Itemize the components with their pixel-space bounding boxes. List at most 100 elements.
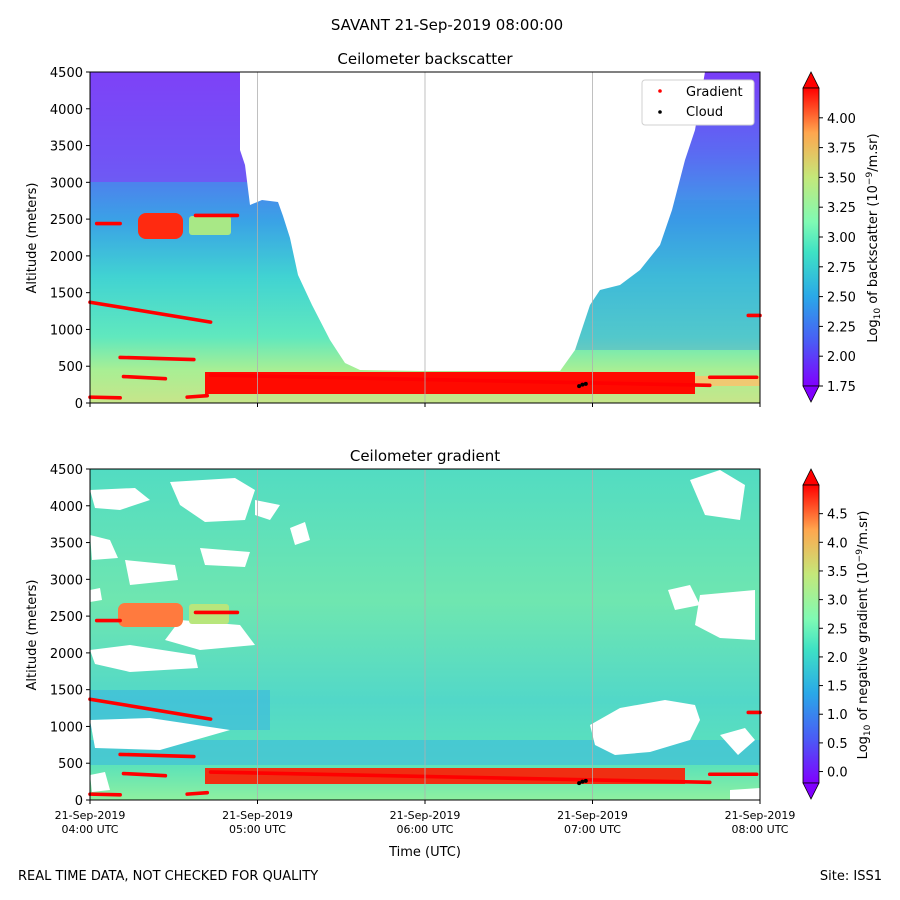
backscatter-ytick-label-5: 2500 bbox=[50, 213, 83, 228]
backscatter-ytick-label-4: 2000 bbox=[50, 250, 83, 265]
legend-cloud-marker bbox=[658, 110, 662, 114]
backscatter-no-signal-region bbox=[240, 72, 705, 371]
backscatter-cbar-tick-label-1: 2.00 bbox=[827, 350, 856, 365]
gradient-colorbar-top-extend bbox=[802, 468, 820, 486]
gradient-ytick-label-3: 1500 bbox=[50, 684, 83, 699]
gradient-ytick-label-4: 2000 bbox=[50, 647, 83, 662]
backscatter-legend: Gradient Cloud bbox=[641, 79, 755, 126]
gradient-cbar-tick-label-6: 3.0 bbox=[827, 594, 848, 609]
backscatter-colorbar-top-extend bbox=[802, 71, 820, 89]
gradient-colorbar-label: Log10 of negative gradient (10−9/m.sr) bbox=[855, 511, 873, 760]
gradient-ytick-label-7: 3500 bbox=[50, 537, 83, 552]
gradient-gradient-run-0 bbox=[88, 792, 122, 797]
backscatter-ytick-label-0: 0 bbox=[75, 397, 83, 412]
suptitle: SAVANT 21-Sep-2019 08:00:00 bbox=[331, 16, 563, 34]
gradient-cbar-tick-label-3: 1.5 bbox=[827, 680, 848, 695]
gradient-ytick-label-6: 3000 bbox=[50, 573, 83, 588]
gradient-colorbar-ticks: 0.0 0.5 1.0 1.5 2.0 2.5 3.0 3.5 4.0 4.5 bbox=[819, 508, 848, 781]
backscatter-gradient-markers bbox=[88, 213, 762, 400]
gradient-ytick-label-9: 4500 bbox=[50, 463, 83, 478]
backscatter-cbar-tick-label-3: 2.50 bbox=[827, 291, 856, 306]
backscatter-title: Ceilometer backscatter bbox=[337, 50, 513, 68]
site-label: Site: ISS1 bbox=[819, 869, 882, 884]
backscatter-ytick-label-8: 4000 bbox=[50, 103, 83, 118]
gradient-cbar-tick-label-1: 0.5 bbox=[827, 737, 848, 752]
quality-disclaimer: REAL TIME DATA, NOT CHECKED FOR QUALITY bbox=[18, 869, 319, 884]
backscatter-ytick-label-7: 3500 bbox=[50, 140, 83, 155]
backscatter-colorbar: 1.75 2.00 2.25 2.50 2.75 3.00 3.25 3.50 3.75 4.00… bbox=[802, 71, 883, 403]
backscatter-gradient-run-7 bbox=[208, 373, 712, 388]
gradient-cloud-markers bbox=[577, 778, 588, 786]
gradient-y-ticks: 0 500 1000 1500 2000 2500 3000 3500 4000 4500 bbox=[50, 463, 90, 809]
backscatter-ytick-label-2: 1000 bbox=[50, 323, 83, 338]
gradient-cbar-tick-label-4: 2.0 bbox=[827, 651, 848, 666]
legend-gradient-marker bbox=[658, 89, 662, 93]
gradient-ylabel: Altitude (meters) bbox=[25, 580, 40, 691]
gradient-cloud-layer-blob bbox=[118, 603, 183, 627]
legend-gradient-label: Gradient bbox=[686, 85, 743, 100]
gradient-cloud-point-0 bbox=[577, 781, 582, 786]
backscatter-cbar-tick-label-5: 3.00 bbox=[827, 231, 856, 246]
backscatter-ytick-label-3: 1500 bbox=[50, 287, 83, 302]
backscatter-gradient-run-1 bbox=[121, 374, 168, 381]
gradient-xtick-label-0-1: 04:00 UTC bbox=[61, 823, 118, 836]
backscatter-ytick-label-1: 500 bbox=[58, 360, 83, 375]
gradient-colorbar-body bbox=[802, 484, 820, 784]
gradient-xtick-label-0-0: 21-Sep-2019 bbox=[55, 809, 126, 822]
gradient-gradient-run-7 bbox=[208, 770, 712, 785]
gradient-ytick-label-2: 1000 bbox=[50, 720, 83, 735]
gradient-xtick-label-3-0: 21-Sep-2019 bbox=[557, 809, 628, 822]
gradient-xtick-label-4-0: 21-Sep-2019 bbox=[725, 809, 796, 822]
gradient-colorbar-bottom-extend bbox=[802, 782, 820, 800]
gradient-title: Ceilometer gradient bbox=[350, 447, 500, 465]
gradient-cbar-tick-label-0: 0.0 bbox=[827, 766, 848, 781]
backscatter-colorbar-bottom-extend bbox=[802, 385, 820, 403]
gradient-colorbar: 0.0 0.5 1.0 1.5 2.0 2.5 3.0 3.5 4.0 4.5 Log10 of … bbox=[802, 468, 873, 800]
backscatter-y-ticks: 0 500 1000 1500 2000 2500 3000 3500 4000 4500 bbox=[50, 66, 90, 412]
backscatter-ytick-label-6: 3000 bbox=[50, 176, 83, 191]
gradient-cbar-tick-label-8: 4.0 bbox=[827, 536, 848, 551]
gradient-cloud-point-2 bbox=[583, 778, 588, 783]
backscatter-cloud-point-0 bbox=[577, 384, 582, 389]
gradient-cbar-tick-label-5: 2.5 bbox=[827, 622, 848, 637]
backscatter-cbar-tick-label-8: 3.75 bbox=[827, 142, 856, 157]
backscatter-cloud-point-1 bbox=[580, 382, 585, 387]
gradient-xtick-label-1-0: 21-Sep-2019 bbox=[222, 809, 293, 822]
gradient-xtick-label-2-1: 06:00 UTC bbox=[396, 823, 453, 836]
backscatter-colorbar-ticks: 1.75 2.00 2.25 2.50 2.75 3.00 3.25 3.50 3.75 4.00 bbox=[819, 112, 856, 395]
gradient-ytick-label-1: 500 bbox=[58, 757, 83, 772]
backscatter-grid bbox=[257, 72, 593, 403]
backscatter-ylabel: Altitude (meters) bbox=[25, 183, 40, 294]
backscatter-gradient-run-6 bbox=[185, 393, 210, 399]
backscatter-cbar-tick-label-0: 1.75 bbox=[827, 380, 856, 395]
gradient-cbar-tick-label-7: 3.5 bbox=[827, 565, 848, 580]
gradient-cloud-point-1 bbox=[580, 779, 585, 784]
gradient-cbar-tick-label-9: 4.5 bbox=[827, 508, 848, 523]
backscatter-x-ticks bbox=[89, 403, 761, 407]
gradient-grid bbox=[257, 469, 593, 800]
backscatter-cbar-tick-label-6: 3.25 bbox=[827, 201, 856, 216]
backscatter-light-layer-blob bbox=[189, 216, 231, 235]
backscatter-cbar-tick-label-2: 2.25 bbox=[827, 320, 856, 335]
gradient-white-patches bbox=[90, 470, 760, 800]
legend-cloud-label: Cloud bbox=[686, 105, 723, 120]
gradient-panel: Ceilometer gradient 0 500 1000 1500 2000 2500… bbox=[25, 447, 873, 860]
backscatter-gradient-run-0 bbox=[88, 395, 122, 400]
gradient-xlabel: Time (UTC) bbox=[388, 845, 461, 860]
gradient-ytick-label-5: 2500 bbox=[50, 610, 83, 625]
gradient-xtick-label-2-0: 21-Sep-2019 bbox=[390, 809, 461, 822]
backscatter-cbar-tick-label-4: 2.75 bbox=[827, 261, 856, 276]
gradient-ytick-label-0: 0 bbox=[75, 794, 83, 809]
gradient-gradient-run-1 bbox=[121, 771, 168, 778]
backscatter-upper-purple bbox=[90, 72, 250, 182]
backscatter-cloud-markers bbox=[577, 381, 588, 389]
backscatter-cloud-layer-blob bbox=[138, 213, 183, 239]
backscatter-cloud-point-2 bbox=[583, 381, 588, 386]
gradient-xtick-label-3-1: 07:00 UTC bbox=[564, 823, 621, 836]
gradient-gradient-run-6 bbox=[185, 790, 210, 796]
gradient-xtick-label-4-1: 08:00 UTC bbox=[731, 823, 788, 836]
backscatter-surface-layer-tail bbox=[695, 376, 760, 386]
backscatter-colorbar-body bbox=[802, 87, 820, 387]
